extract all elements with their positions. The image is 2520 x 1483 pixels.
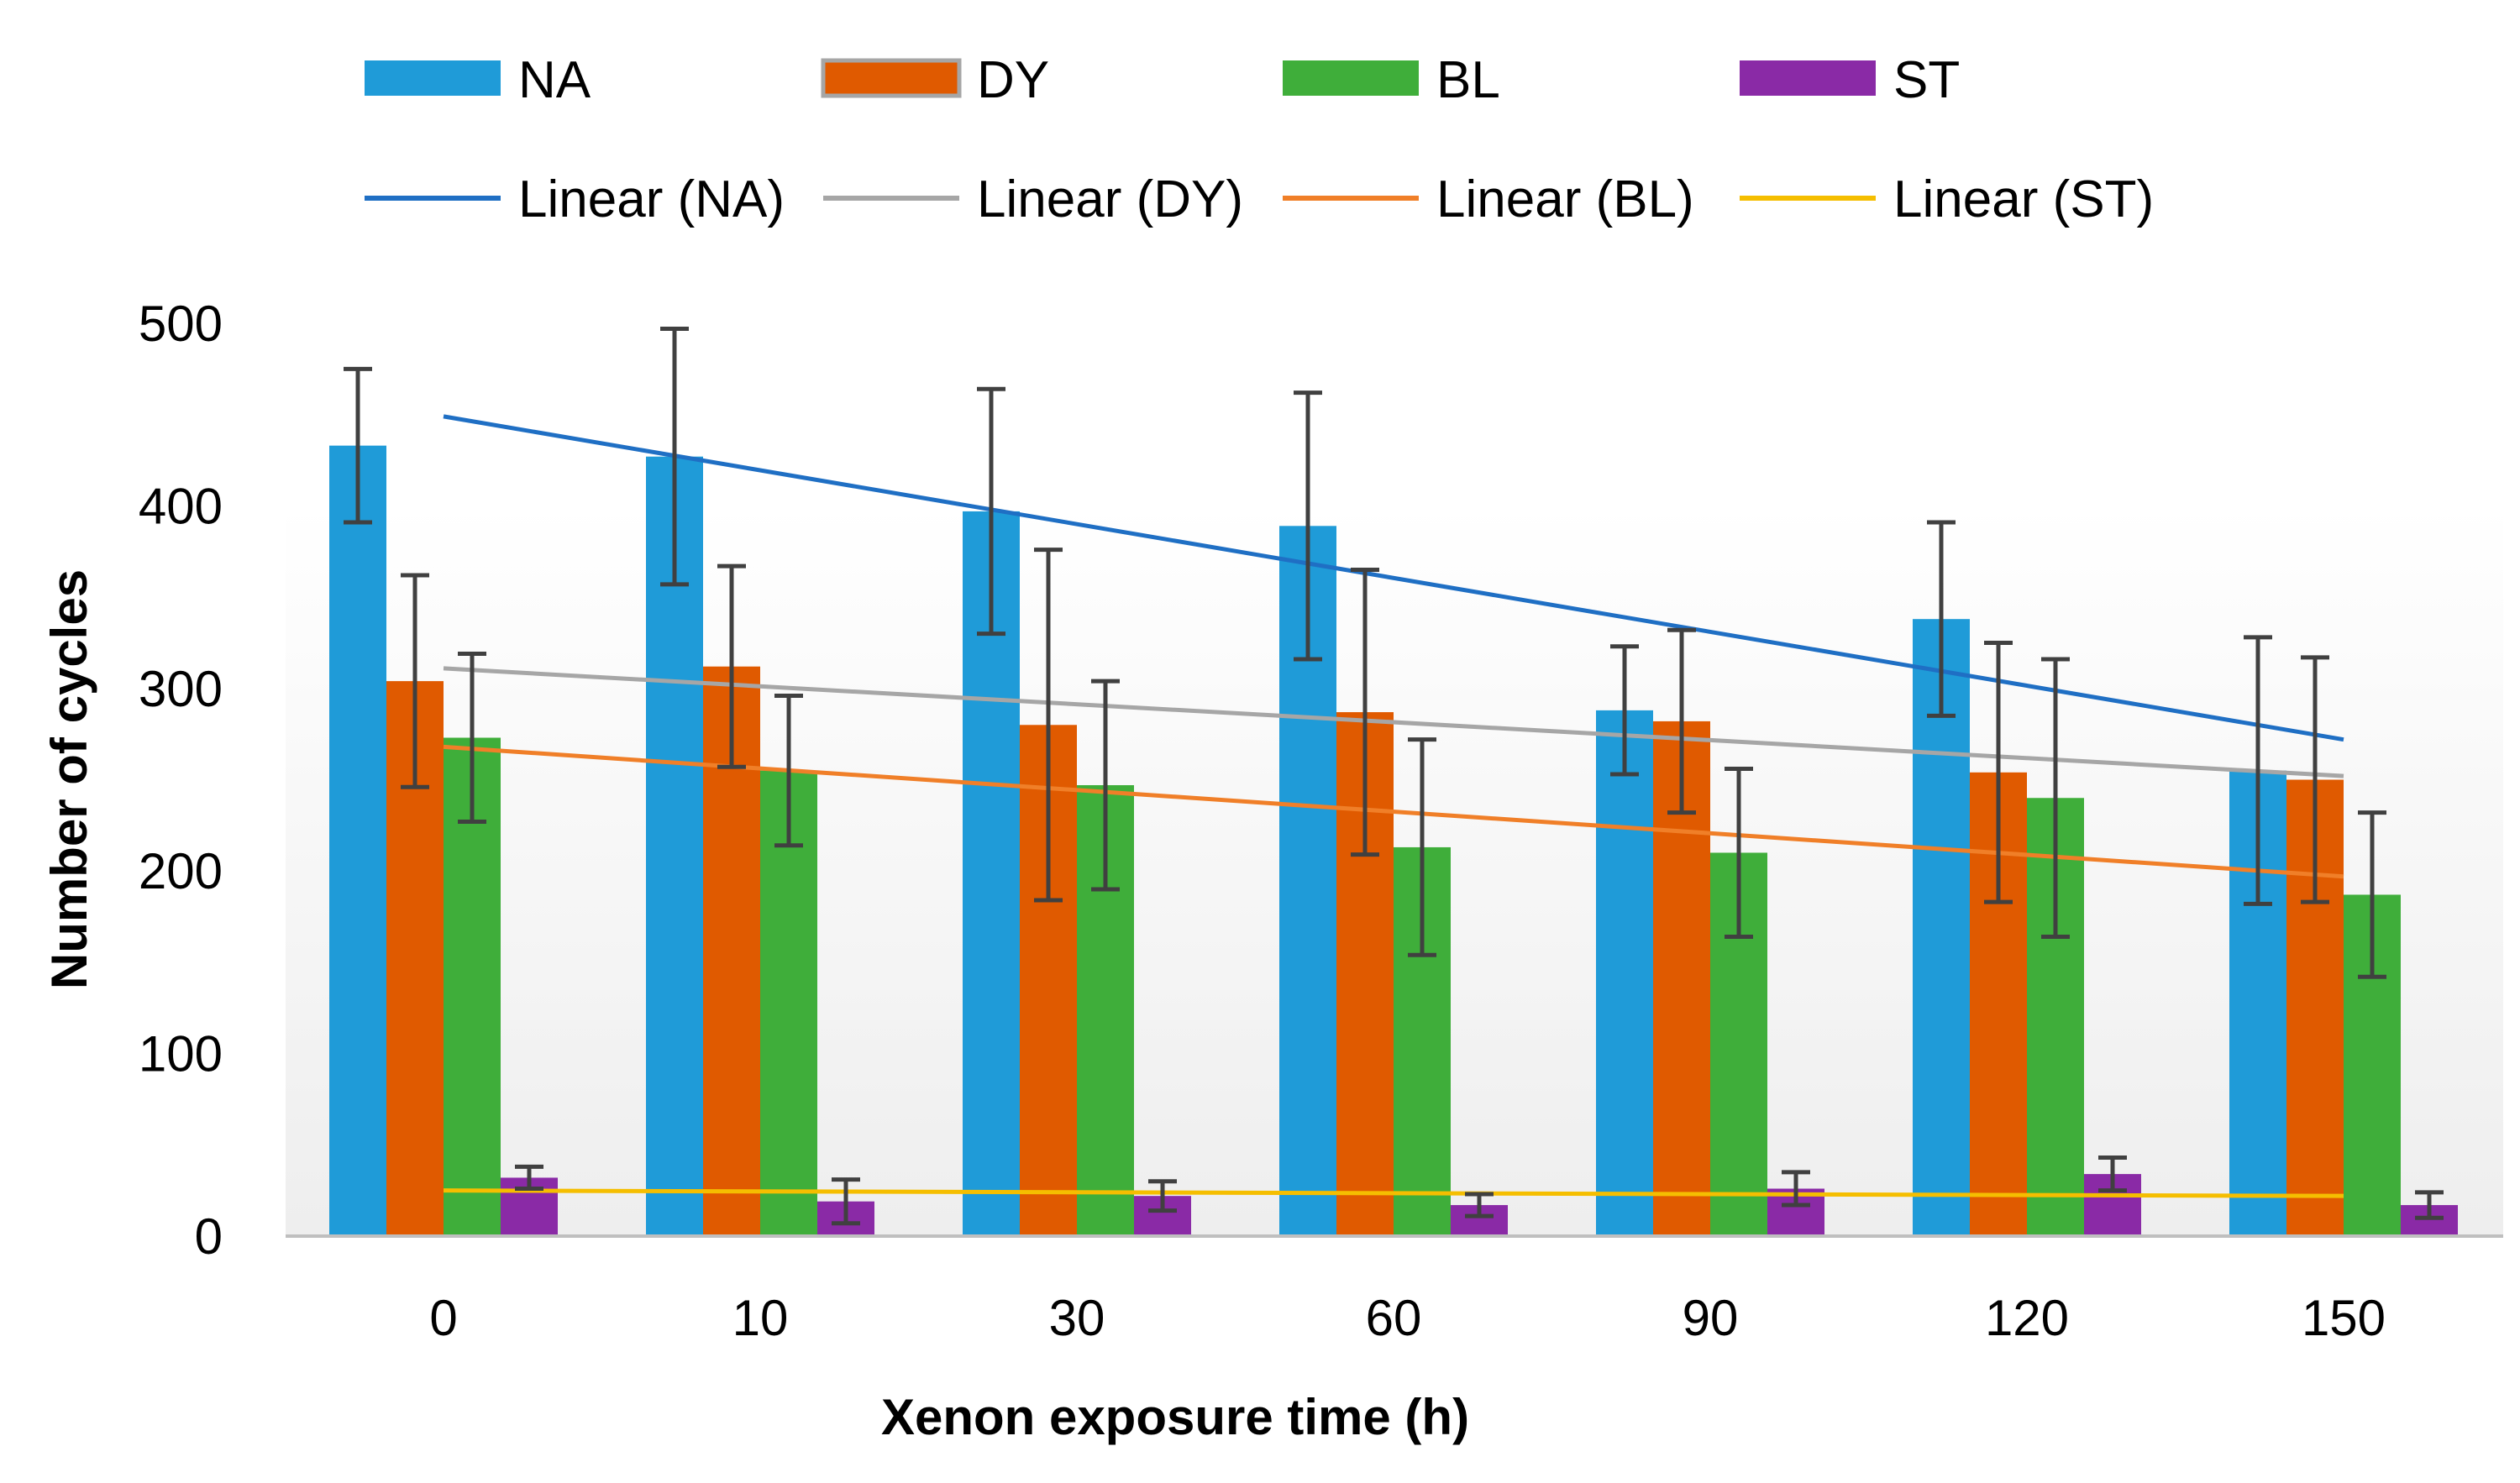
- error-bar-st-10: [832, 1177, 860, 1226]
- error-bar-dy-150: [2301, 655, 2329, 904]
- bar-bl-10: [760, 770, 817, 1236]
- legend-swatch-na: [365, 60, 501, 96]
- error-bar-st-120: [2098, 1155, 2127, 1193]
- x-axis-ticks: 0 10 30 60 90 120 150: [429, 1290, 2386, 1346]
- y-tick-label-200: 200: [139, 843, 223, 899]
- legend-label-trend-2: Linear (BL): [1436, 170, 1694, 228]
- error-bar-st-90: [1782, 1170, 1810, 1208]
- legend: NA DY BL ST Linear (NA) Linear (DY) Linear (BL…: [365, 51, 2154, 228]
- y-axis-title: Number of cycles: [41, 569, 97, 989]
- error-bar-bl-150: [2358, 810, 2386, 979]
- error-bar-bl-0: [458, 651, 486, 825]
- error-bar-na-90: [1610, 644, 1639, 777]
- legend-label-dy: DY: [977, 51, 1049, 109]
- bar-na-90: [1596, 710, 1653, 1236]
- trendline-linear-bl: [443, 744, 2344, 879]
- error-bar-st-30: [1148, 1179, 1177, 1213]
- error-bar-dy-120: [1984, 640, 2013, 904]
- x-tick-label-0: 0: [429, 1290, 457, 1346]
- error-bar-dy-30: [1034, 548, 1063, 903]
- legend-swatch-bl: [1283, 60, 1419, 96]
- x-tick-label-10: 10: [732, 1290, 789, 1346]
- trendline-linear-dy: [443, 666, 2344, 778]
- trendlines-layer: [443, 414, 2344, 1198]
- error-bar-dy-90: [1667, 627, 1696, 815]
- y-tick-label-100: 100: [139, 1026, 223, 1082]
- error-bar-na-120: [1927, 520, 1956, 718]
- error-bar-na-10: [660, 327, 689, 587]
- error-bar-na-60: [1294, 390, 1322, 662]
- y-tick-label-300: 300: [139, 661, 223, 717]
- error-bar-bl-10: [774, 693, 803, 848]
- legend-label-trend-0: Linear (NA): [518, 170, 785, 228]
- y-tick-label-500: 500: [139, 296, 223, 352]
- x-tick-label-60: 60: [1366, 1290, 1422, 1346]
- legend-label-bl: BL: [1436, 51, 1500, 109]
- bar-na-120: [1913, 619, 1970, 1236]
- error-bar-st-0: [515, 1164, 543, 1191]
- trendline-linear-st: [443, 1188, 2344, 1198]
- error-bar-na-0: [344, 366, 372, 525]
- x-tick-label-150: 150: [2302, 1290, 2386, 1346]
- legend-swatch-dy: [821, 58, 962, 98]
- bar-na-0: [329, 445, 386, 1236]
- error-bar-dy-60: [1351, 567, 1379, 857]
- legend-label-st: ST: [1893, 51, 1960, 109]
- bar-na-10: [646, 456, 703, 1236]
- error-bar-na-30: [977, 386, 1005, 637]
- trendline-linear-na: [443, 414, 2344, 742]
- bars-layer: [329, 445, 2458, 1236]
- x-tick-label-90: 90: [1683, 1290, 1739, 1346]
- error-bars-layer: [344, 327, 2444, 1226]
- x-tick-label-120: 120: [1985, 1290, 2069, 1346]
- error-bar-bl-60: [1408, 737, 1436, 957]
- legend-label-trend-1: Linear (DY): [977, 170, 1243, 228]
- legend-swatch-st: [1740, 60, 1876, 96]
- x-axis-title: Xenon exposure time (h): [881, 1389, 1469, 1445]
- error-bar-bl-30: [1091, 679, 1120, 892]
- legend-label-na: NA: [518, 51, 591, 109]
- x-tick-label-30: 30: [1049, 1290, 1105, 1346]
- error-bar-st-60: [1465, 1192, 1494, 1218]
- y-tick-label-0: 0: [195, 1208, 223, 1265]
- error-bar-st-150: [2415, 1190, 2444, 1220]
- legend-label-trend-3: Linear (ST): [1893, 170, 2154, 228]
- y-axis-ticks: 0 100 200 300 400 500: [139, 296, 223, 1265]
- y-tick-label-400: 400: [139, 478, 223, 534]
- error-bar-na-150: [2244, 635, 2272, 906]
- error-bar-bl-120: [2041, 657, 2070, 939]
- error-bar-bl-90: [1725, 766, 1753, 939]
- error-bar-dy-0: [401, 573, 429, 789]
- error-bar-dy-10: [717, 563, 746, 769]
